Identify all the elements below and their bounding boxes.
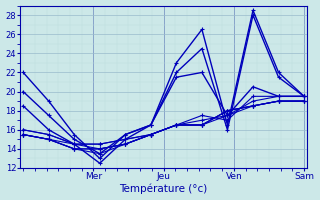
X-axis label: Température (°c): Température (°c) (119, 184, 208, 194)
